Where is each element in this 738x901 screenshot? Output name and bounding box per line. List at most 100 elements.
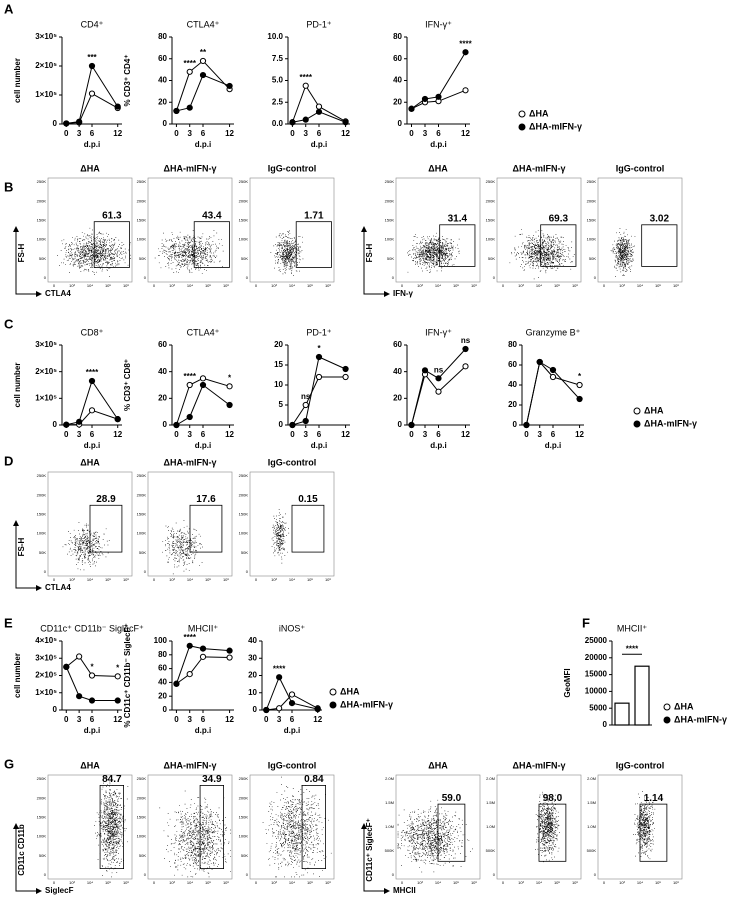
gate <box>291 504 325 553</box>
data-point <box>435 388 442 395</box>
y-tick-label: 100K <box>37 834 47 839</box>
legend-label: ΔHA-mIFN-γ <box>644 418 697 428</box>
data-point <box>199 57 207 65</box>
data-point <box>315 103 323 110</box>
panel-label: G <box>4 756 14 771</box>
y-tick-label: 5.0 <box>272 76 284 85</box>
significance: *** <box>87 53 97 62</box>
y-tick-label: 0 <box>44 275 47 280</box>
x-tick-label: 10³ <box>169 283 175 288</box>
y-tick-label: 40 <box>508 380 517 389</box>
y-tick-label: 20 <box>508 400 517 409</box>
data-point <box>76 118 83 125</box>
x-tick-label: 3 <box>77 129 82 138</box>
chart-title: CD4⁺ <box>81 19 104 29</box>
x-tick-label: 10⁵ <box>105 577 111 582</box>
chart-title: CTLA4⁺ <box>187 327 220 337</box>
y-tick-label: 200K <box>239 795 249 800</box>
y-tick-label: 2.0M <box>385 776 394 781</box>
x-tick-label: 10⁶ <box>325 283 331 288</box>
data-point <box>186 381 193 389</box>
series-line <box>176 384 230 426</box>
plot-title: ΔHA-mIFN-γ <box>164 163 217 173</box>
y-tick-label: 60 <box>158 54 167 63</box>
y-tick-label: 150K <box>486 217 496 222</box>
gate <box>199 785 225 870</box>
y-tick-label: 250K <box>37 473 47 478</box>
data-point <box>315 373 323 381</box>
data-point <box>114 103 121 110</box>
y-tick-label: 20 <box>393 97 402 106</box>
data-point <box>114 673 121 680</box>
significance: * <box>317 344 321 353</box>
x-axis-label: MHCII <box>393 886 416 895</box>
x-tick-label: 3 <box>187 430 192 439</box>
x-tick-label: 10³ <box>417 283 423 288</box>
data-point <box>549 366 557 374</box>
dot-cloud <box>633 791 656 860</box>
data-point <box>63 120 70 127</box>
y-tick-label: 2×10⁵ <box>35 367 57 376</box>
x-tick-label: 0 <box>290 129 295 138</box>
x-tick-label: 10³ <box>69 880 75 885</box>
y-tick-label: 25000 <box>585 636 608 645</box>
bar <box>634 665 650 726</box>
dot-cloud <box>610 228 636 277</box>
y-tick-label: 40 <box>158 367 167 376</box>
gate-percent: 69.3 <box>549 213 569 224</box>
x-tick-label: 10⁴ <box>187 283 193 288</box>
x-tick-label: 10⁵ <box>205 283 211 288</box>
y-tick-label: 0 <box>493 275 496 280</box>
x-tick-label: 3 <box>423 129 428 138</box>
y-tick-label: 150K <box>137 217 147 222</box>
x-axis-label: d.p.i <box>311 441 327 450</box>
x-tick-label: 10⁴ <box>187 880 193 885</box>
x-tick-label: 0 <box>409 430 414 439</box>
y-tick-label: 10 <box>248 688 257 697</box>
x-tick-label: 10⁴ <box>87 283 93 288</box>
legend-marker <box>663 703 671 711</box>
data-point <box>276 674 283 681</box>
legend-marker <box>633 407 641 415</box>
plot-frame <box>597 177 683 283</box>
panel-label: C <box>4 316 14 331</box>
data-point <box>435 93 442 100</box>
x-tick-label: 12 <box>313 715 322 724</box>
gate <box>439 224 476 267</box>
x-tick-label: 6 <box>290 715 295 724</box>
x-axis-label: IFN-γ <box>393 289 414 298</box>
y-tick-label: 150K <box>587 217 597 222</box>
x-tick-label: 10⁴ <box>289 880 295 885</box>
series-line <box>175 645 230 684</box>
x-tick-label: 10⁵ <box>307 283 313 288</box>
y-axis-label: CD11c⁺ SiglecF⁺ <box>365 818 374 882</box>
data-point <box>421 95 429 103</box>
chart-title: CD11c⁺ CD11b⁻ SiglecF⁺ <box>40 623 144 633</box>
data-point <box>88 672 96 679</box>
x-tick-label: 10⁶ <box>123 283 129 288</box>
data-point <box>288 691 296 698</box>
y-tick-label: 0 <box>144 872 147 877</box>
significance: **** <box>86 368 99 377</box>
y-tick-label: 60 <box>393 340 402 349</box>
axis-arrow <box>15 228 38 295</box>
data-point <box>226 383 233 390</box>
x-tick-label: 10⁶ <box>325 577 331 582</box>
plot-title: ΔHA <box>80 457 100 467</box>
chart-title: CD8⁺ <box>81 327 104 337</box>
y-tick-label: 250K <box>239 179 249 184</box>
significance: ns <box>301 392 311 401</box>
plot-frame <box>249 774 335 880</box>
series-line <box>66 92 118 124</box>
y-tick-label: 1.5M <box>587 800 596 805</box>
x-tick-label: 10⁴ <box>289 577 295 582</box>
significance: **** <box>299 73 312 82</box>
y-tick-label: 200K <box>137 492 147 497</box>
plot-title: IgG-control <box>268 760 317 770</box>
legend-label: ΔHA <box>340 686 360 696</box>
data-point <box>88 377 96 385</box>
y-tick-label: 2.0M <box>486 776 495 781</box>
y-tick-label: 7.5 <box>272 54 284 63</box>
chart-title: Granzyme B⁺ <box>526 327 581 337</box>
y-axis-label: % CD11c⁺ CD11b⁻ SiglecF⁺ <box>123 623 132 727</box>
